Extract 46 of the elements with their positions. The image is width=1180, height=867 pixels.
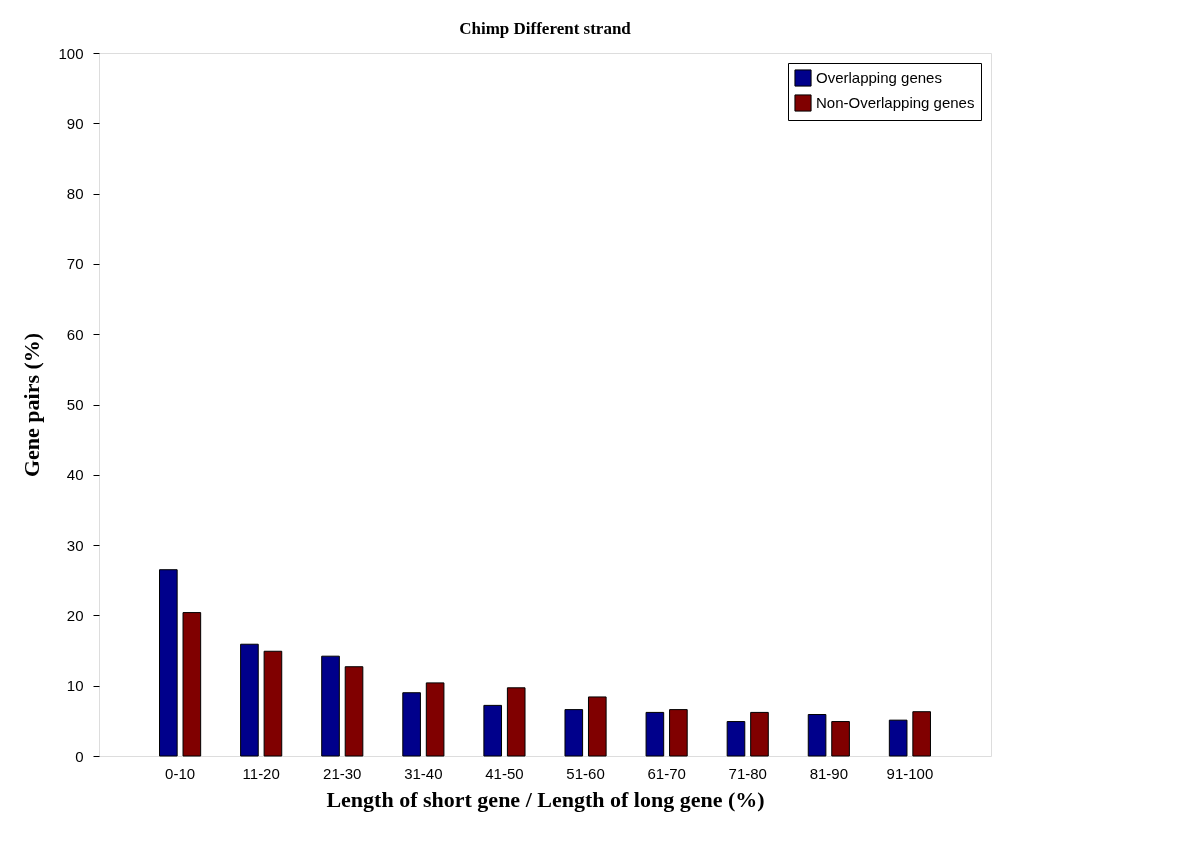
bar (263, 650, 283, 757)
x-tick-label: 51-60 (566, 764, 605, 782)
x-tick-label: 41-50 (485, 764, 524, 782)
chart-title: Chimp Different strand (459, 19, 632, 38)
bar (645, 711, 665, 757)
legend-label: Non-Overlapping genes (816, 94, 975, 111)
bar (483, 704, 503, 757)
bar (807, 714, 827, 757)
y-tick-label: 50 (66, 396, 84, 413)
y-tick-label: 0 (75, 747, 84, 765)
x-tick-label: 0-10 (165, 764, 196, 782)
bar (726, 721, 746, 757)
y-tick-label: 80 (66, 185, 84, 203)
bar (344, 666, 364, 757)
bar (240, 643, 259, 757)
bar (888, 719, 908, 757)
bar (182, 612, 202, 757)
y-tick-label: 100 (58, 44, 84, 62)
x-tick-label: 81-90 (809, 764, 849, 782)
bar (402, 692, 421, 757)
x-tick-label: 31-40 (404, 764, 443, 782)
x-tick-label: 21-30 (323, 764, 362, 782)
bar (669, 709, 688, 757)
bar (912, 711, 931, 757)
bar (321, 655, 340, 757)
y-tick-label: 60 (66, 325, 84, 343)
bar (564, 709, 584, 757)
legend-label: Overlapping genes (816, 69, 942, 86)
x-axis-title: Length of short gene / Length of long gene (%) (326, 786, 765, 812)
y-tick-label: 30 (66, 536, 84, 554)
y-tick-label: 90 (66, 114, 84, 132)
bar (159, 569, 178, 757)
bar (831, 721, 850, 757)
y-tick-label: 10 (66, 677, 84, 695)
bar (425, 682, 445, 757)
bar (587, 696, 607, 757)
x-tick-label: 91-100 (886, 764, 934, 782)
y-tick-label: 20 (66, 606, 84, 624)
bar (506, 687, 526, 757)
x-tick-label: 71-80 (728, 764, 767, 782)
x-tick-label: 11-20 (242, 764, 280, 782)
y-tick-label: 40 (66, 466, 84, 484)
x-tick-label: 61-70 (647, 764, 686, 782)
y-tick-label: 70 (66, 255, 84, 273)
bar (750, 711, 769, 757)
y-axis-title: Gene pairs (%) (19, 332, 45, 478)
